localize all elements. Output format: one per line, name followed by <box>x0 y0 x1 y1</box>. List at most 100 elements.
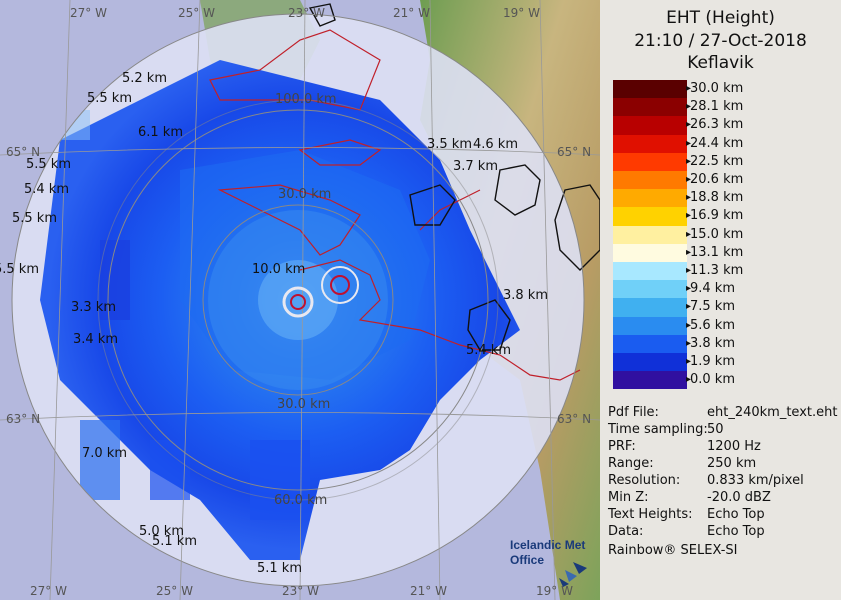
legend-label: 30.0 km <box>690 81 744 96</box>
product-time: 21:10 / 27-Oct-2018 <box>634 31 807 51</box>
info-key: PRF: <box>608 439 636 454</box>
legend-swatch <box>613 171 687 190</box>
legend-label: 20.6 km <box>690 172 744 187</box>
height-label: 3.5 km <box>427 137 472 152</box>
lon-label-bottom-19w: 19° W <box>536 584 573 598</box>
height-label: 5.4 km <box>24 182 69 197</box>
info-key: Resolution: <box>608 473 681 488</box>
lon-label-top-19w: 19° W <box>503 6 540 20</box>
legend-tick-arrow: ▸ <box>686 137 692 149</box>
info-value: 0.833 km/pixel <box>707 473 804 488</box>
info-value: eht_240km_text.eht <box>707 405 838 420</box>
legend-swatch <box>613 225 687 244</box>
info-value: 1200 Hz <box>707 439 761 454</box>
legend-tick-arrow: ▸ <box>686 283 692 295</box>
legend-label: 3.8 km <box>690 335 735 351</box>
logo-line1: Icelandic Met <box>510 538 586 552</box>
legend-tick-arrow: ▸ <box>686 374 692 386</box>
glacier-outlines <box>308 3 600 351</box>
ring-label: 60.0 km <box>274 493 328 508</box>
height-label: 5.1 km <box>152 534 197 549</box>
height-label: 5.5 km <box>0 262 39 277</box>
legend-tick-arrow: ▸ <box>686 192 692 204</box>
legend-label: 7.5 km <box>690 299 735 315</box>
lon-label-bottom-27w: 27° W <box>30 584 67 598</box>
legend-swatch <box>613 189 687 208</box>
legend-tick-arrow: ▸ <box>686 228 692 240</box>
height-label: 4.6 km <box>473 137 518 152</box>
height-label: 5.5 km <box>26 157 71 172</box>
legend-tick-arrow: ▸ <box>686 265 692 276</box>
legend-tick-arrow: ▸ <box>686 210 692 222</box>
legend-label: 24.4 km <box>690 135 744 151</box>
lon-label-top-27w: 27° W <box>70 6 107 20</box>
legend-swatch <box>613 298 687 317</box>
info-key: Min Z: <box>608 490 649 505</box>
product-title: EHT (Height) <box>666 8 775 28</box>
lat-label-left-65n: 65° N <box>6 145 41 159</box>
legend-tick-arrow: ▸ <box>686 246 692 258</box>
legend-label: 26.3 km <box>690 117 744 133</box>
legend-label: 9.4 km <box>690 281 735 297</box>
lon-label-top-25w: 25° W <box>178 6 215 20</box>
height-label: 3.8 km <box>503 288 548 303</box>
range-rings <box>11 13 585 587</box>
legend-swatch <box>613 98 687 117</box>
legend-label: 5.6 km <box>690 317 735 333</box>
legend-label: 13.1 km <box>690 244 744 260</box>
legend-tick-arrow: ▸ <box>686 101 692 113</box>
legend-label: 15.0 km <box>690 226 744 242</box>
info-value: Echo Top <box>707 524 765 539</box>
height-label: 5.4 km <box>466 343 511 358</box>
height-label: 5.5 km <box>12 211 57 226</box>
radar-site <box>282 266 359 318</box>
radar-site-name: Keflavik <box>687 53 754 73</box>
legend-label: 16.9 km <box>690 208 744 224</box>
info-key: Text Heights: <box>608 507 693 522</box>
legend-tick-arrow: ▸ <box>686 356 692 367</box>
legend-tick-arrow: ▸ <box>686 119 692 131</box>
graticule <box>0 0 600 600</box>
info-value: -20.0 dBZ <box>707 490 771 505</box>
footer-credit: Rainbow® SELEX-SI <box>608 543 738 558</box>
legend-swatch <box>613 334 687 353</box>
legend-tick-arrow: ▸ <box>686 301 692 313</box>
coastline <box>209 29 581 381</box>
imo-logo: Icelandic Met Office <box>510 538 585 568</box>
ring-label: 100.0 km <box>275 92 337 107</box>
legend-swatch <box>613 207 687 226</box>
lon-label-top-21w: 21° W <box>393 6 430 20</box>
info-value: Echo Top <box>707 507 765 522</box>
legend-swatch <box>613 371 687 390</box>
height-label: 6.1 km <box>138 125 183 140</box>
ring-label: 30.0 km <box>278 187 332 202</box>
height-label: 5.0 km <box>139 524 184 539</box>
height-label: 5.1 km <box>257 561 302 576</box>
height-label: 3.3 km <box>71 300 116 315</box>
legend-swatch <box>613 262 687 281</box>
logo-line2: Office <box>510 553 545 567</box>
height-label: 3.7 km <box>453 159 498 174</box>
imo-logo-mark <box>559 562 587 587</box>
info-key: Data: <box>608 524 644 539</box>
lon-label-bottom-25w: 25° W <box>156 584 193 598</box>
legend-tick-arrow: ▸ <box>686 174 692 185</box>
height-label: 7.0 km <box>82 446 127 461</box>
legend-swatch <box>613 116 687 135</box>
legend-tick-arrow: ▸ <box>686 337 692 349</box>
lon-label-top-23w: 23° W <box>288 6 325 20</box>
lon-label-bottom-21w: 21° W <box>410 584 447 598</box>
legend-swatch <box>613 280 687 299</box>
legend-label: 11.3 km <box>690 263 744 278</box>
info-key: Time sampling: <box>608 422 708 437</box>
lat-label-left-63n: 63° N <box>6 412 41 426</box>
legend-tick-arrow: ▸ <box>686 83 692 94</box>
legend-label: 28.1 km <box>690 99 744 115</box>
legend-label: 18.8 km <box>690 190 744 206</box>
echo-field <box>20 60 520 560</box>
legend-label: 22.5 km <box>690 153 744 169</box>
info-value: 50 <box>707 422 724 437</box>
legend-tick-arrow: ▸ <box>686 155 692 167</box>
info-key: Range: <box>608 456 654 471</box>
legend-swatch <box>613 152 687 171</box>
